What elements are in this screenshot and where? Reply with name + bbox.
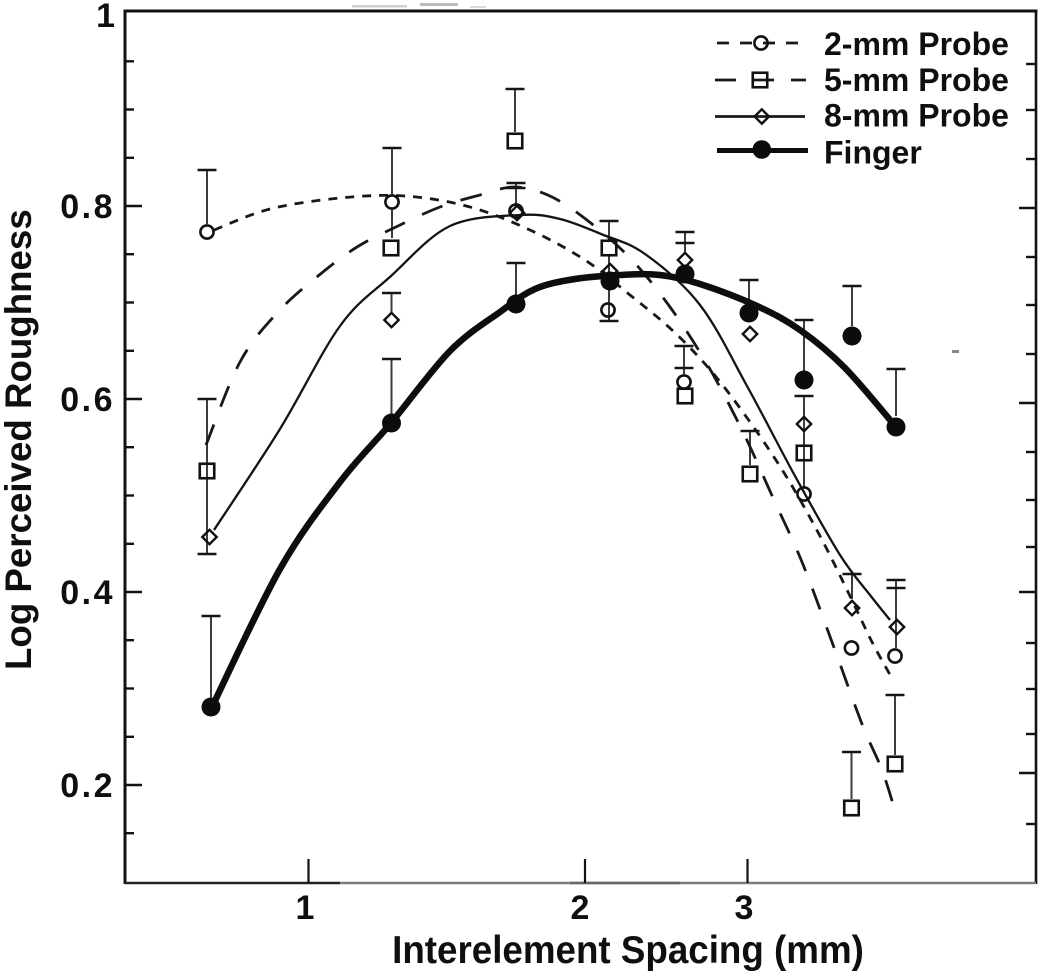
svg-text:3: 3 — [735, 889, 754, 927]
svg-text:2-mm Probe: 2-mm Probe — [824, 26, 1009, 62]
svg-text:8-mm Probe: 8-mm Probe — [824, 98, 1009, 134]
svg-text:Log Perceived Roughness: Log Perceived Roughness — [0, 209, 39, 670]
svg-text:2: 2 — [571, 889, 590, 927]
svg-text:0.6: 0.6 — [60, 381, 115, 419]
svg-text:Finger: Finger — [824, 135, 922, 171]
svg-text:Interelement Spacing (mm): Interelement Spacing (mm) — [392, 928, 864, 971]
svg-text:0.2: 0.2 — [60, 767, 115, 805]
svg-text:1: 1 — [296, 889, 315, 927]
svg-text:0.4: 0.4 — [60, 574, 115, 612]
svg-text:5-mm Probe: 5-mm Probe — [824, 62, 1009, 98]
svg-text:0.8: 0.8 — [60, 188, 115, 226]
svg-text:1: 1 — [96, 0, 115, 35]
